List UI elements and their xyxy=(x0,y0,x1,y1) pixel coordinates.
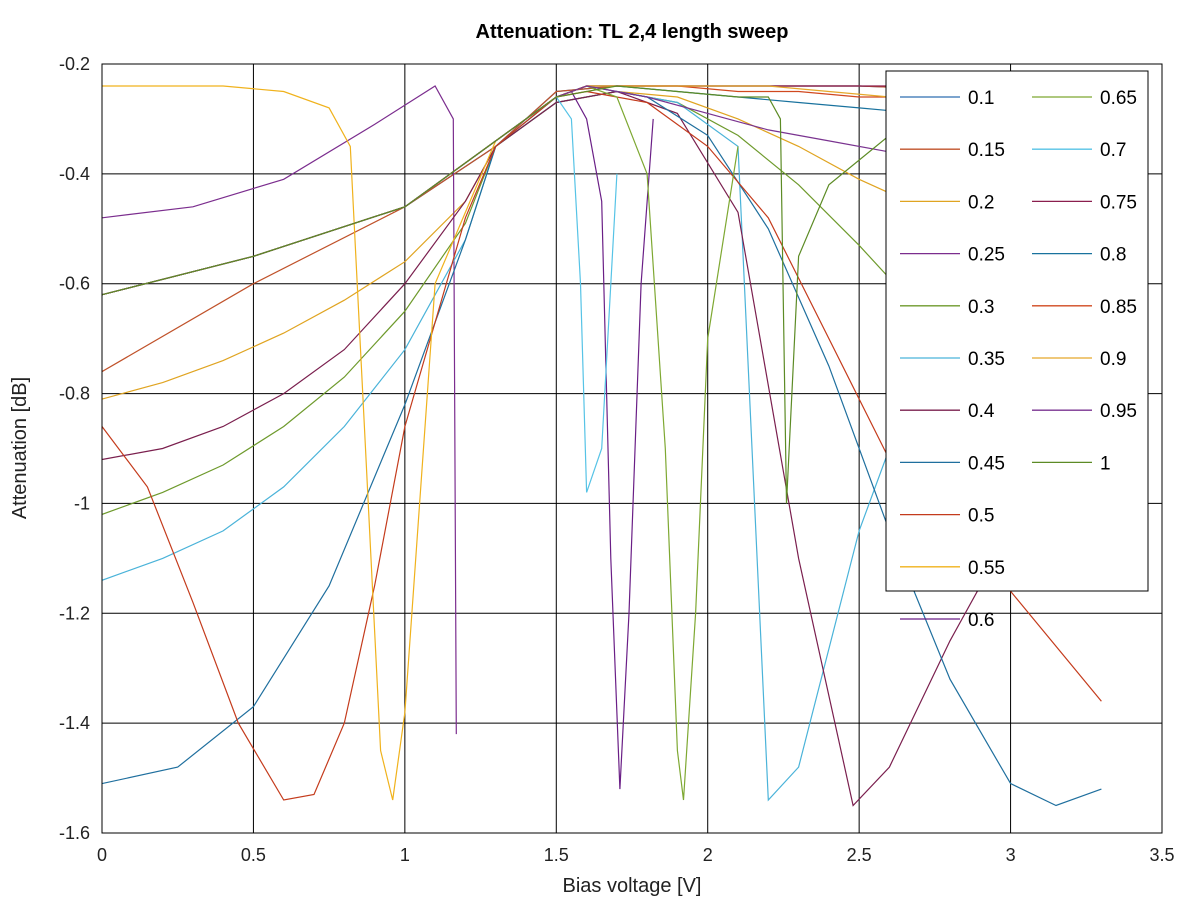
y-tick-label: -0.4 xyxy=(59,164,90,184)
legend-label-0.8: 0.8 xyxy=(1100,245,1126,266)
legend-label-0.6: 0.6 xyxy=(968,610,994,631)
legend-label-0.45: 0.45 xyxy=(968,453,1005,474)
y-tick-label: -1.2 xyxy=(59,603,90,623)
legend-label-0.25: 0.25 xyxy=(968,245,1005,266)
series-line-0.5 xyxy=(102,90,1102,801)
x-tick-label: 1.5 xyxy=(544,845,569,865)
y-tick-label: -0.2 xyxy=(59,54,90,74)
legend-label-0.95: 0.95 xyxy=(1100,401,1137,422)
series-line-0.65 xyxy=(102,85,739,801)
legend-label-1: 1 xyxy=(1100,453,1111,474)
legend-label-0.15: 0.15 xyxy=(968,140,1005,161)
legend-label-0.1: 0.1 xyxy=(968,88,994,109)
legend-label-0.75: 0.75 xyxy=(1100,192,1137,213)
legend-label-0.85: 0.85 xyxy=(1100,297,1137,318)
y-tick-label: -0.6 xyxy=(59,274,90,294)
x-tick-label: 0.5 xyxy=(241,845,266,865)
x-tick-label: 1 xyxy=(400,845,410,865)
plot-border xyxy=(101,63,1163,834)
y-tick-label: -1.4 xyxy=(59,713,90,733)
legend: 0.1 0.15 0.2 0.25 0.3 0.35 0.4 0.45 0.5 0.55 0.6 0.… xyxy=(885,70,1149,631)
x-tick-label: 0 xyxy=(97,845,107,865)
y-axis-label: Attenuation [dB] xyxy=(9,377,31,519)
x-tick-label: 3 xyxy=(1006,845,1016,865)
series-line-0.55 xyxy=(102,85,497,801)
y-tick-label: -1 xyxy=(74,493,90,513)
legend-label-0.55: 0.55 xyxy=(968,558,1005,579)
legend-label-0.9: 0.9 xyxy=(1100,349,1126,370)
legend-label-0.3: 0.3 xyxy=(968,297,994,318)
chart-title: Attenuation: TL 2,4 length sweep xyxy=(476,21,789,43)
x-tick-label: 2 xyxy=(703,845,713,865)
legend-label-0.4: 0.4 xyxy=(968,401,995,422)
y-tick-label: -1.6 xyxy=(59,823,90,843)
legend-label-0.65: 0.65 xyxy=(1100,88,1137,109)
legend-label-0.7: 0.7 xyxy=(1100,140,1126,161)
legend-label-0.2: 0.2 xyxy=(968,192,994,213)
x-axis-label: Bias voltage [V] xyxy=(563,875,702,897)
legend-label-0.35: 0.35 xyxy=(968,349,1005,370)
legend-label-0.5: 0.5 xyxy=(968,506,994,527)
y-tick-label: -0.8 xyxy=(59,384,90,404)
x-tick-label: 2.5 xyxy=(847,845,872,865)
x-tick-label: 3.5 xyxy=(1149,845,1174,865)
series-line-0.25 xyxy=(102,85,457,735)
series-line-0.7 xyxy=(102,96,618,493)
legend-box xyxy=(885,70,1149,592)
